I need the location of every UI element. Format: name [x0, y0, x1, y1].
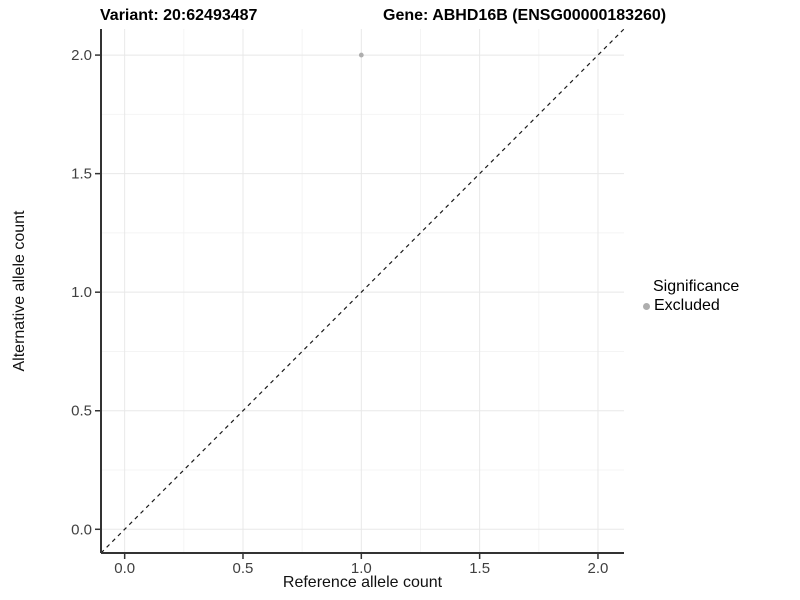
y-tick-label: 0.5: [71, 403, 92, 420]
legend-entry-excluded: Excluded: [638, 297, 739, 315]
gene-title: Gene: ABHD16B (ENSG00000183260): [383, 7, 667, 24]
identity-line: [100, 28, 625, 554]
x-tick-label: 1.5: [469, 560, 490, 577]
legend-entry-label: Excluded: [654, 297, 720, 314]
data-points: [358, 52, 364, 58]
legend-title: Significance: [653, 278, 740, 295]
y-tick-label: 1.5: [71, 166, 92, 183]
gridlines-minor: [101, 29, 624, 553]
x-tick-label: 0.0: [114, 560, 135, 577]
y-tick-label: 2.0: [71, 47, 92, 64]
axis-ticks: [95, 54, 599, 559]
excluded-point-icon: [642, 302, 650, 310]
x-tick-label: 0.5: [233, 560, 254, 577]
y-axis-title: Alternative allele count: [11, 210, 28, 372]
axis-lines: [100, 29, 624, 554]
gridlines-major: [101, 29, 624, 553]
y-tick-label: 0.0: [71, 521, 92, 538]
identity-dashed-line: [100, 28, 625, 554]
legend-key-box: [638, 302, 654, 310]
x-tick-label: 2.0: [588, 560, 609, 577]
x-tick-label: 1.0: [351, 560, 372, 577]
y-tick-label: 1.0: [71, 284, 92, 301]
x-axis-title: Reference allele count: [282, 574, 443, 591]
legend: Significance Excluded: [638, 277, 739, 315]
scatter-point: [358, 52, 364, 58]
axis-tick-labels: 0.0 0.5 1.0 1.5 2.0 0.0 0.5 1.0 1.5 2.0: [71, 47, 608, 577]
variant-title: Variant: 20:62493487: [100, 7, 258, 24]
